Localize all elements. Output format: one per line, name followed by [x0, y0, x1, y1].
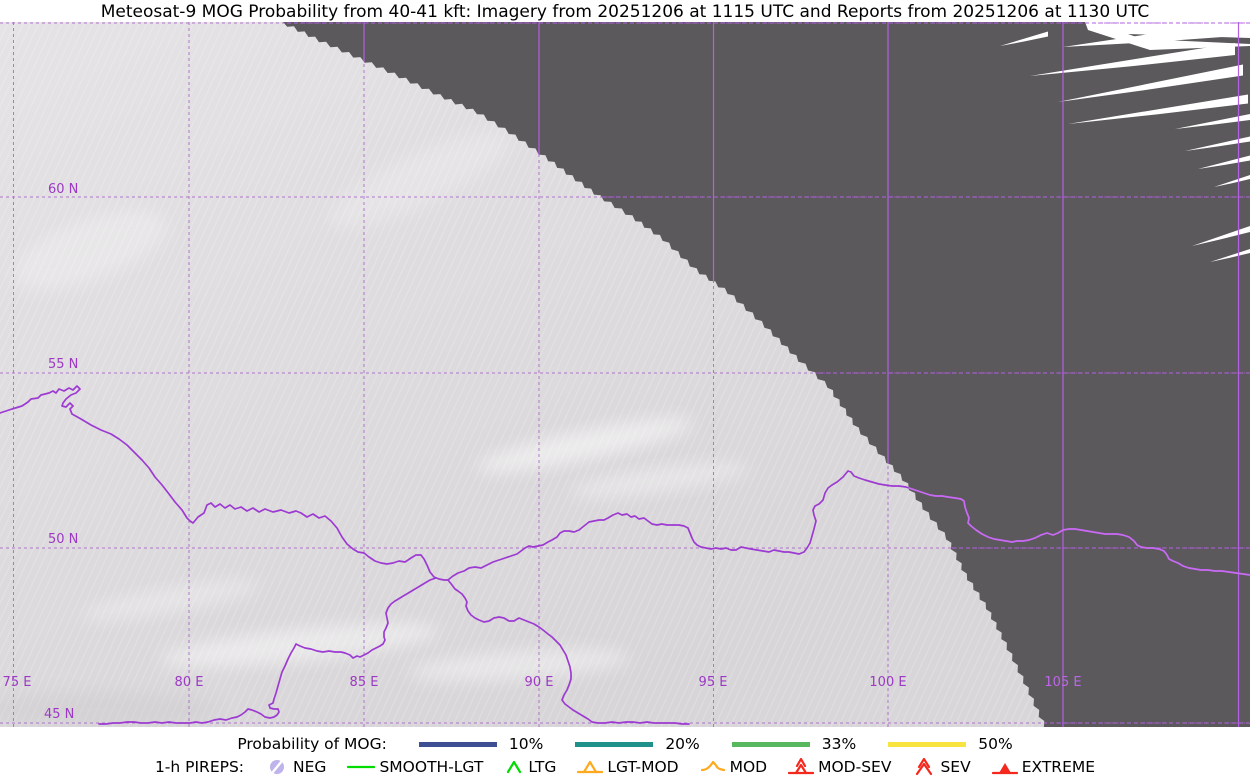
- prob-50-line-icon: [888, 741, 967, 747]
- map-canvas: [0, 22, 1250, 727]
- lat-label: 55 N: [48, 357, 79, 372]
- pirep-item-sev: SEV: [912, 758, 971, 776]
- prob-item-20: 20%: [575, 735, 700, 753]
- pirep-item-mod-sev: MOD-SEV: [788, 758, 891, 776]
- lon-label: 105 E: [1044, 675, 1082, 690]
- lon-label: 100 E: [869, 675, 907, 690]
- lat-label: 45 N: [44, 707, 75, 722]
- prob-10-line-icon: [418, 741, 497, 747]
- open-peak-base-icon: [577, 760, 604, 774]
- prob-item-50: 50%: [888, 735, 1013, 753]
- caret-icon: [507, 760, 522, 774]
- lon-label: 85 E: [349, 675, 379, 690]
- pirep-lgt-mod-label: LGT-MOD: [607, 758, 679, 776]
- pirep-sev-label: SEV: [940, 758, 971, 776]
- prob-item-10: 10%: [418, 735, 544, 753]
- prob-20-line-icon: [575, 741, 654, 747]
- curved-caret-icon: [700, 760, 725, 772]
- satellite-map: 60 N 55 N 50 N 45 N 75 E 80 E 85 E 90 E 95 E 100 …: [0, 22, 1250, 727]
- pirep-ltg-label: LTG: [528, 758, 557, 776]
- lon-label: 95 E: [698, 675, 728, 690]
- probability-legend: Probability of MOG: 10% 20% 33% 50%: [0, 733, 1250, 755]
- pirep-item-smooth-lgt: SMOOTH-LGT: [347, 758, 483, 776]
- pirep-extreme-label: EXTREME: [1021, 758, 1096, 776]
- cloud-texture: [0, 132, 750, 727]
- lon-label: 75 E: [2, 675, 32, 690]
- pirep-smooth-lgt-label: SMOOTH-LGT: [379, 758, 484, 776]
- pirep-mod-sev-label: MOD-SEV: [818, 758, 892, 776]
- prob-10-label: 10%: [508, 735, 544, 753]
- pirep-item-lgt-mod: LGT-MOD: [577, 758, 679, 776]
- probability-legend-label: Probability of MOG:: [237, 735, 387, 753]
- lat-label: 60 N: [48, 182, 79, 197]
- pirep-mod-label: MOD: [729, 758, 768, 776]
- prob-33-label: 33%: [821, 735, 857, 753]
- lon-label: 80 E: [174, 675, 204, 690]
- page-title: Meteosat-9 MOG Probability from 40-41 kf…: [100, 2, 1150, 22]
- dash-icon: [347, 765, 376, 769]
- lon-label: 90 E: [524, 675, 554, 690]
- pirep-item-neg: NEG: [265, 758, 326, 776]
- pirep-neg-label: NEG: [293, 758, 327, 776]
- prob-item-33: 33%: [731, 735, 857, 753]
- no-data-region: [283, 22, 1250, 727]
- prob-33-line-icon: [731, 741, 810, 747]
- pireps-legend: 1-h PIREPS: NEG SMOOTH-LGT LTG: [0, 756, 1250, 778]
- prob-50-label: 50%: [978, 735, 1013, 753]
- filled-peak-base-icon: [991, 763, 1018, 775]
- open-peak-hat-icon: [788, 758, 815, 775]
- neg-circle-slash-icon: [270, 760, 285, 774]
- pireps-legend-label: 1-h PIREPS:: [154, 758, 245, 776]
- prob-20-label: 20%: [665, 735, 700, 753]
- pirep-item-mod: MOD: [700, 758, 768, 776]
- scan-glitch-streaks: [1000, 22, 1250, 262]
- lat-label: 50 N: [48, 532, 79, 547]
- pirep-item-ltg: LTG: [504, 758, 556, 776]
- double-caret-icon: [916, 758, 933, 776]
- pirep-item-extreme: EXTREME: [991, 758, 1096, 776]
